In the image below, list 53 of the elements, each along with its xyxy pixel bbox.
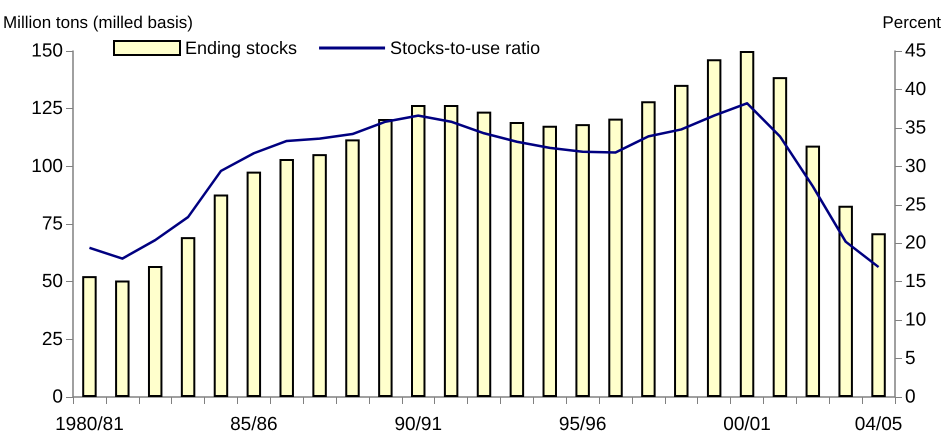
y2-tick-label: 15 xyxy=(905,271,926,292)
y-tick-label: 50 xyxy=(42,271,63,292)
bar xyxy=(246,172,262,397)
y2-tick-label: 40 xyxy=(905,78,926,100)
bar xyxy=(115,280,130,397)
y-tick-label: 125 xyxy=(31,98,63,120)
bar xyxy=(411,104,426,397)
x-tick-label: 00/01 xyxy=(723,414,771,435)
bar xyxy=(706,59,722,397)
bar xyxy=(312,154,327,397)
bar xyxy=(180,237,196,397)
bar xyxy=(345,139,360,397)
y-tick-label: 100 xyxy=(31,156,63,177)
bar xyxy=(608,118,623,397)
y2-tick-label: 20 xyxy=(905,232,926,254)
bar xyxy=(279,158,294,397)
bar xyxy=(214,194,228,397)
x-tick-label: 04/05 xyxy=(854,414,902,435)
x-tick-label: 1980/81 xyxy=(55,414,124,435)
bar xyxy=(641,101,656,397)
legend-label: Ending stocks xyxy=(185,38,298,58)
y-axis-title: Million tons (milled basis) xyxy=(3,13,193,32)
y2-tick-label: 5 xyxy=(905,348,916,370)
y-tick-label: 150 xyxy=(31,40,63,62)
y-tick-label: 25 xyxy=(42,328,63,350)
y-tick-label: 75 xyxy=(42,214,63,234)
bar xyxy=(510,122,524,397)
line-series xyxy=(88,102,880,268)
bar xyxy=(542,126,557,397)
y2-tick-label: 30 xyxy=(905,156,926,177)
y2-axis-title: Percent xyxy=(882,13,942,32)
x-tick-label: 95/96 xyxy=(558,414,606,435)
bar xyxy=(772,77,788,397)
bar xyxy=(378,119,393,397)
bar xyxy=(674,84,689,397)
legend-label: Stocks-to-use ratio xyxy=(390,38,540,58)
y2-tick-label: 25 xyxy=(905,194,926,216)
y-tick-label: 0 xyxy=(52,386,63,408)
bar xyxy=(838,206,853,397)
y2-tick-label: 45 xyxy=(905,40,926,62)
bar xyxy=(476,112,492,397)
y2-tick-label: 0 xyxy=(905,386,916,408)
bar xyxy=(806,146,820,397)
bar xyxy=(575,124,590,397)
bar xyxy=(82,276,97,397)
bar xyxy=(871,233,886,397)
y2-tick-label: 35 xyxy=(905,117,926,138)
bar xyxy=(444,104,458,397)
bar xyxy=(740,51,754,397)
bar xyxy=(148,266,162,397)
x-tick-label: 85/86 xyxy=(230,414,278,435)
x-tick-label: 90/91 xyxy=(394,414,442,435)
y2-tick-label: 10 xyxy=(905,310,926,331)
